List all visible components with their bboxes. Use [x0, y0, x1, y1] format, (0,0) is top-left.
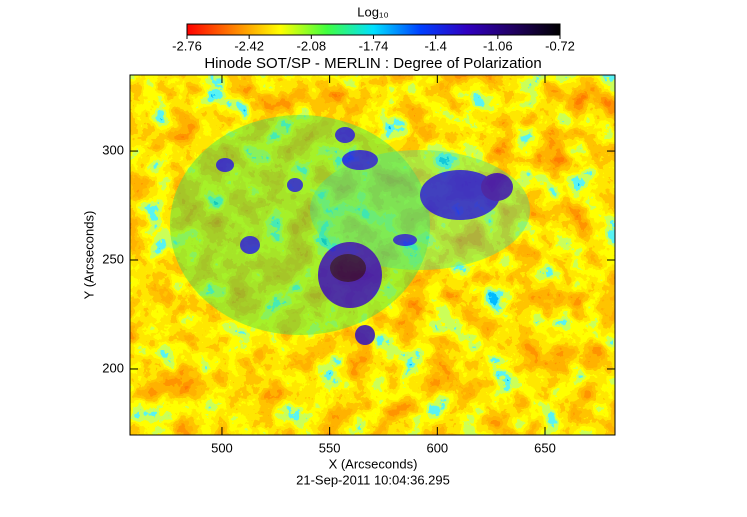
- footer: 21-Sep-2011 10:04:36.295: [296, 472, 450, 487]
- colorbar-tick-label: -1.74: [359, 38, 389, 53]
- colorbar: [186, 23, 561, 36]
- x-tick-label: 550: [319, 440, 341, 455]
- y-axis-label: Y (Arcseconds): [81, 211, 96, 300]
- active-region: [170, 115, 530, 345]
- colorbar-tick-label: -1.06: [483, 38, 513, 53]
- plot-frame: [129, 74, 616, 436]
- x-tick-label: 500: [211, 440, 233, 455]
- axes: 500 550 600 650 200 250 300 -2.76 -2.42 -2.08 -1.7…: [102, 35, 615, 455]
- x-tick-label: 650: [534, 440, 556, 455]
- y-tick-label: 300: [102, 142, 124, 157]
- chart-title: Hinode SOT/SP - MERLIN : Degree of Polar…: [204, 55, 541, 72]
- image: [130, 75, 615, 435]
- colorbar-tick-label: -0.72: [545, 38, 575, 53]
- x-axis-label: X (Arcseconds): [329, 456, 418, 471]
- y-tick-label: 200: [102, 360, 124, 375]
- colorbar-tick-label: -1.4: [424, 38, 446, 53]
- x-tick-label: 600: [426, 440, 448, 455]
- colorbar-tick-label: -2.08: [297, 38, 327, 53]
- colorbar-tick-label: -2.76: [172, 38, 202, 53]
- colorbar-label: Log₁₀: [357, 4, 388, 19]
- y-tick-label: 250: [102, 251, 124, 266]
- colorbar-tick-label: -2.42: [234, 38, 264, 53]
